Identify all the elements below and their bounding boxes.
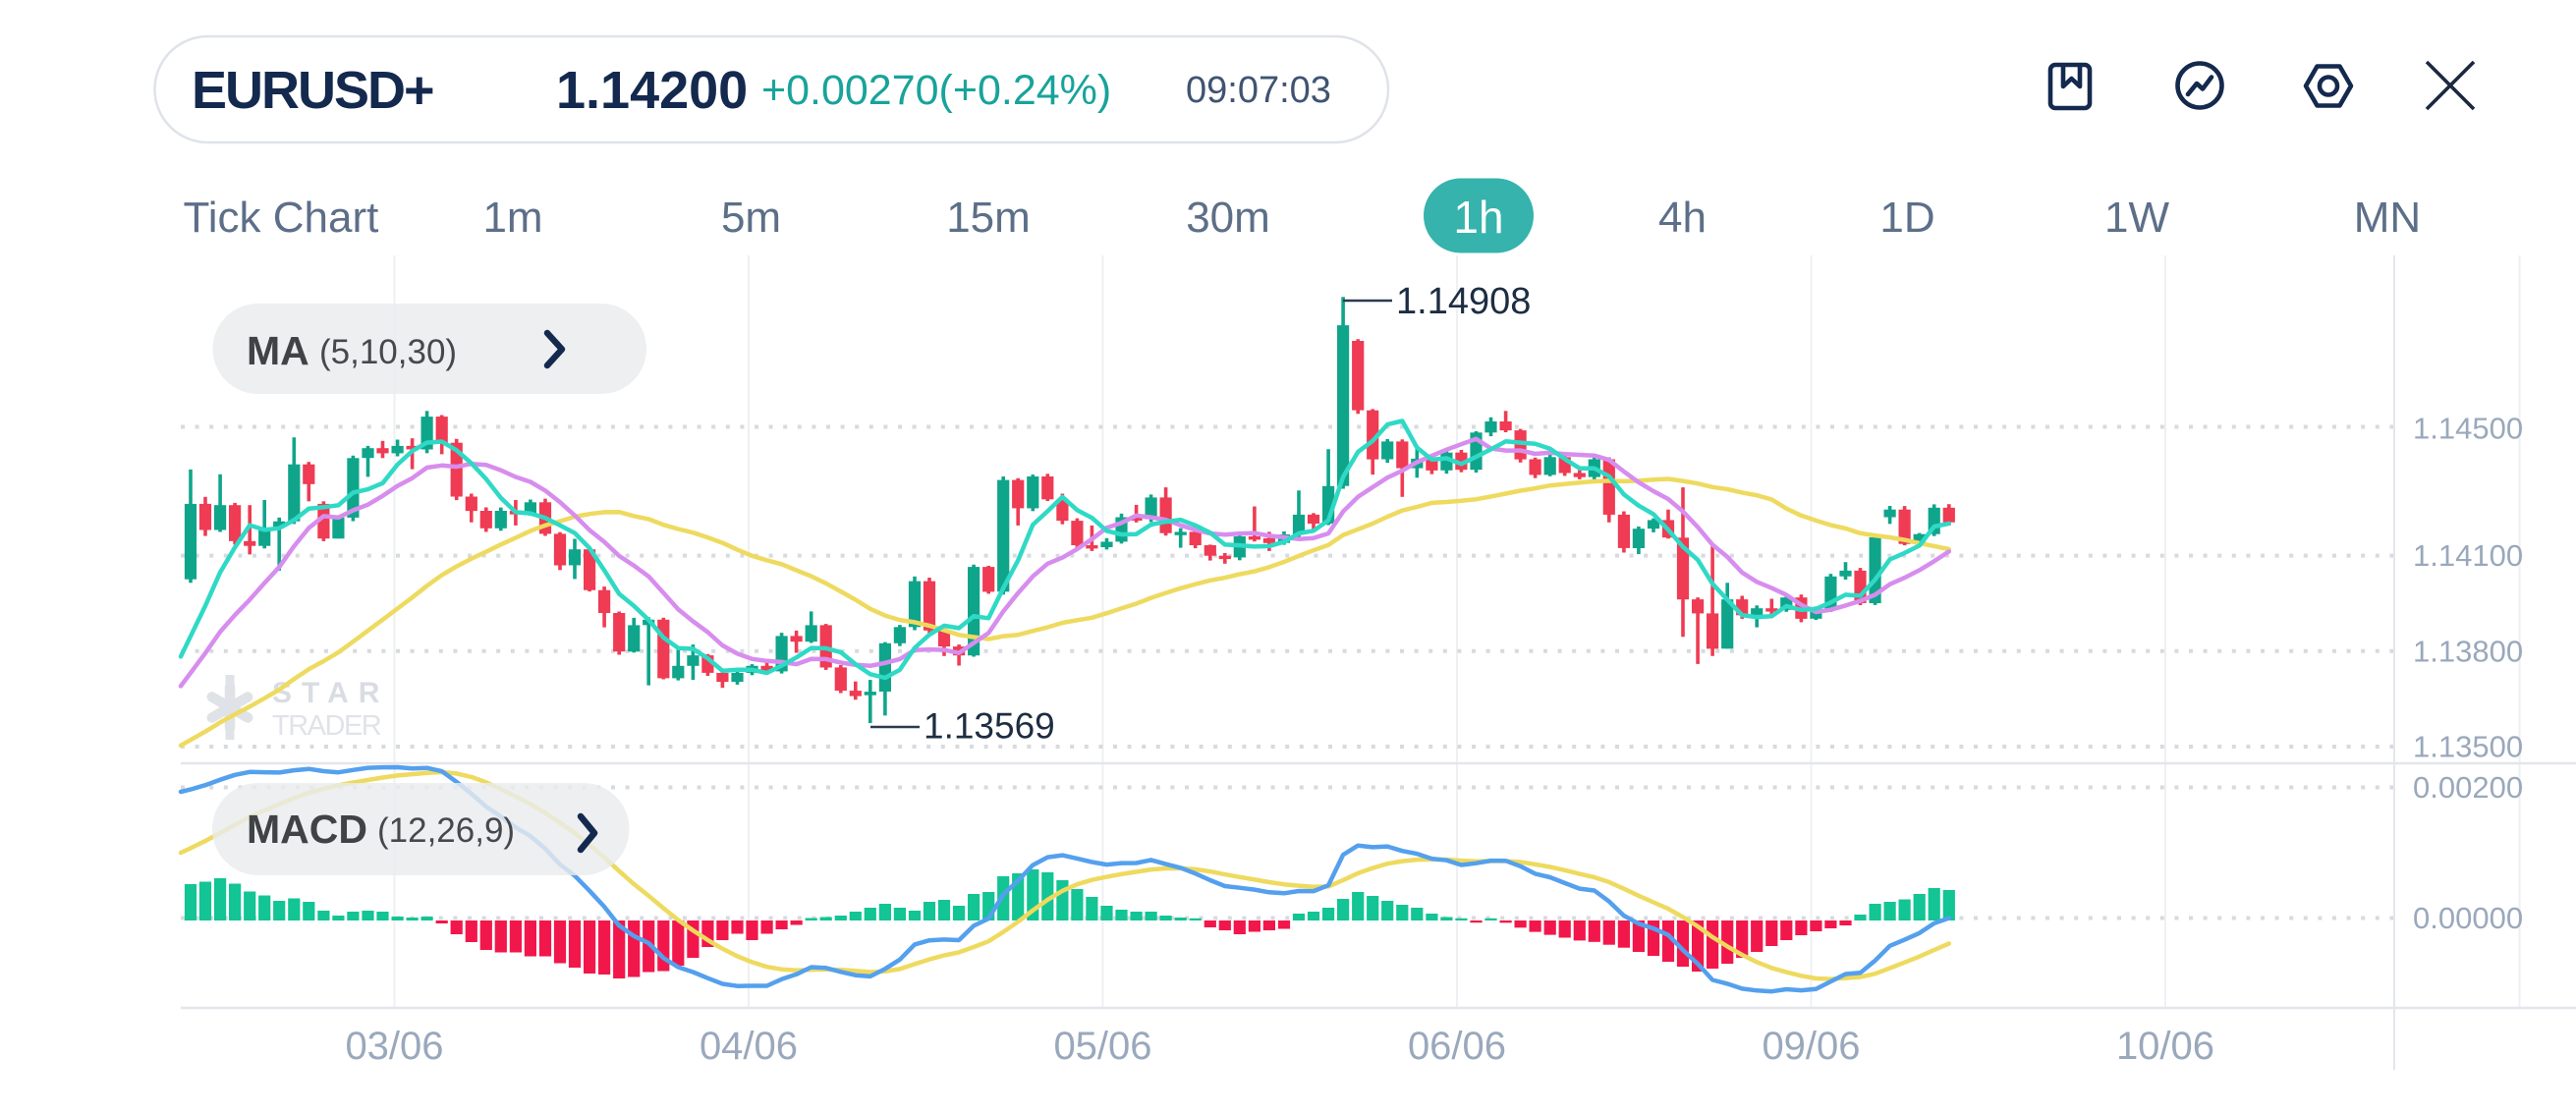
svg-text:+0.00270(+0.24%): +0.00270(+0.24%) [761,67,1111,114]
svg-text:30m: 30m [1186,194,1270,242]
svg-text:1.14908: 1.14908 [1396,281,1531,322]
svg-text:0.00000: 0.00000 [2413,901,2523,935]
svg-text:TRADER: TRADER [272,710,381,742]
svg-text:(12,26,9): (12,26,9) [377,811,515,850]
svg-text:06/06: 06/06 [1408,1025,1506,1068]
svg-text:1.14200: 1.14200 [556,61,748,120]
svg-text:Tick Chart: Tick Chart [184,194,379,242]
svg-text:EURUSD+: EURUSD+ [192,61,433,120]
svg-text:15m: 15m [946,194,1031,242]
svg-text:1m: 1m [482,194,542,242]
svg-text:10/06: 10/06 [2116,1025,2214,1068]
svg-text:1.13569: 1.13569 [924,706,1055,747]
svg-text:1D: 1D [1879,194,1934,242]
svg-text:09:07:03: 09:07:03 [1186,70,1331,111]
svg-text:1h: 1h [1453,192,1503,243]
svg-text:05/06: 05/06 [1053,1025,1151,1068]
svg-text:MA: MA [247,328,309,373]
svg-text:1.14100: 1.14100 [2413,538,2523,573]
svg-text:4h: 4h [1658,194,1707,242]
svg-text:1W: 1W [2104,194,2169,242]
svg-text:MN: MN [2354,194,2421,242]
svg-text:MACD: MACD [247,807,367,852]
svg-text:0.00200: 0.00200 [2413,770,2523,805]
svg-text:(5,10,30): (5,10,30) [319,333,457,371]
svg-text:1.13500: 1.13500 [2413,730,2523,764]
svg-text:03/06: 03/06 [345,1025,443,1068]
svg-text:04/06: 04/06 [700,1025,798,1068]
svg-text:1.13800: 1.13800 [2413,634,2523,668]
svg-text:1.14500: 1.14500 [2413,412,2523,446]
svg-text:5m: 5m [721,194,781,242]
svg-text:09/06: 09/06 [1762,1025,1860,1068]
